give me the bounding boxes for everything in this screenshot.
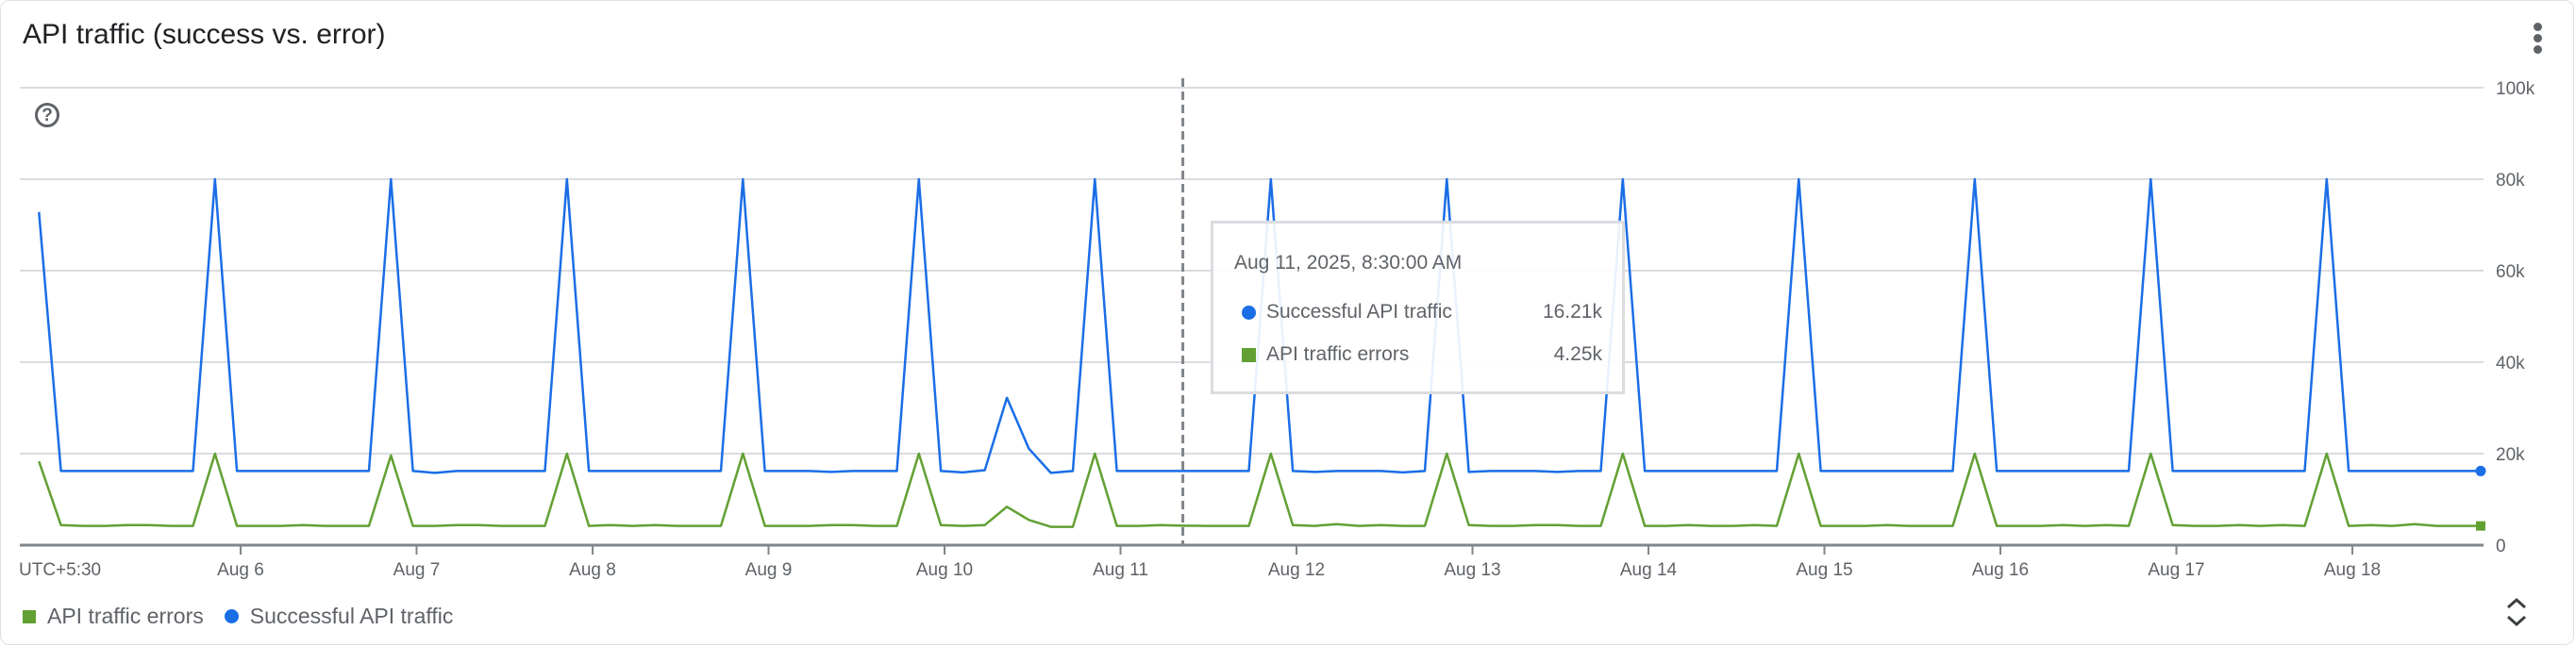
- circle-marker-icon: [1242, 306, 1256, 320]
- x-tick-label: Aug 13: [1444, 560, 1500, 580]
- circle-marker-icon: [224, 609, 239, 623]
- hover-tooltip: Aug 11, 2025, 8:30:00 AM Successful API …: [1211, 221, 1625, 394]
- x-tick-label: Aug 14: [1620, 560, 1678, 580]
- tooltip-label: API traffic errors: [1266, 343, 1410, 365]
- y-tick-label: 20k: [2496, 445, 2525, 465]
- more-vert-icon[interactable]: [2529, 21, 2548, 55]
- help-circle-icon[interactable]: ?: [35, 103, 59, 127]
- series-end-marker: [2475, 521, 2485, 531]
- y-tick-label: 0: [2496, 537, 2506, 556]
- tooltip-date: Aug 11, 2025, 8:30:00 AM: [1234, 252, 1463, 274]
- tooltip-value: 4.25k: [1553, 343, 1602, 365]
- x-tick-label: Aug 16: [1972, 560, 2029, 580]
- y-tick-label: 80k: [2496, 171, 2525, 191]
- legend-label: API traffic errors: [47, 604, 204, 628]
- x-tick-label: Aug 11: [1093, 560, 1148, 580]
- unfold-icon[interactable]: [2502, 596, 2531, 628]
- x-tick-label: Aug 10: [916, 560, 973, 580]
- timezone-label: UTC+5:30: [19, 560, 101, 580]
- x-tick-label: Aug 9: [745, 560, 793, 580]
- chart-legend: API traffic errors Successful API traffi…: [23, 604, 474, 629]
- x-tick-label: Aug 6: [217, 560, 264, 580]
- x-tick-label: Aug 7: [393, 560, 441, 580]
- tooltip-label: Successful API traffic: [1266, 301, 1452, 323]
- x-tick-label: Aug 18: [2324, 560, 2381, 580]
- x-tick-label: Aug 12: [1268, 560, 1325, 580]
- square-marker-icon: [23, 609, 36, 623]
- series-end-marker: [2475, 465, 2486, 476]
- series-line-api-traffic-errors: [38, 452, 2481, 528]
- tooltip-value: 16.21k: [1542, 301, 1602, 323]
- y-tick-label: 60k: [2496, 262, 2525, 282]
- x-tick-label: Aug 15: [1796, 560, 1852, 580]
- y-tick-label: 100k: [2496, 79, 2535, 99]
- legend-item-success[interactable]: Successful API traffic: [224, 604, 454, 629]
- legend-item-errors[interactable]: API traffic errors: [23, 604, 204, 629]
- legend-label: Successful API traffic: [249, 604, 454, 628]
- chart-title: API traffic (success vs. error): [23, 19, 386, 50]
- square-marker-icon: [1242, 348, 1256, 362]
- y-tick-label: 40k: [2496, 354, 2525, 373]
- x-tick-label: Aug 17: [2148, 560, 2204, 580]
- x-tick-label: Aug 8: [569, 560, 616, 580]
